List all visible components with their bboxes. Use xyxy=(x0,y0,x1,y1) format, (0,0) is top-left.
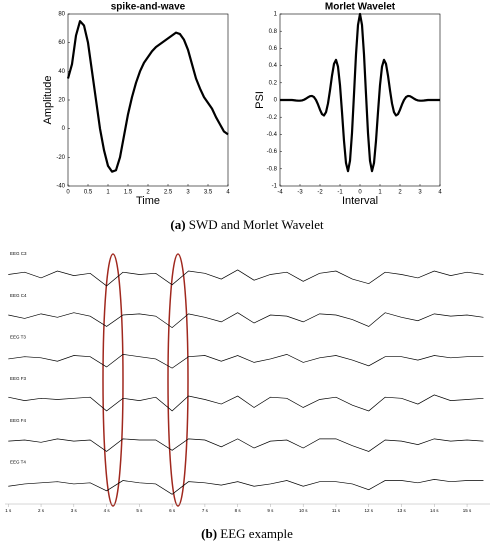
x-tick-label: 4 s xyxy=(104,508,111,513)
x-tick-label: 2.5 xyxy=(164,190,173,196)
y-tick-label: 0.4 xyxy=(269,63,278,69)
x-tick-label: 2 xyxy=(398,190,402,196)
y-tick-label: -0.8 xyxy=(267,166,278,172)
x-tick-label: 10 s xyxy=(299,508,308,513)
caption-label: (b) xyxy=(201,526,217,541)
channel-label: EEG F3 xyxy=(10,376,27,381)
x-tick-label: 2 xyxy=(146,190,150,196)
eeg-trace xyxy=(8,312,484,329)
y-tick-label: 0.2 xyxy=(269,80,278,86)
y-tick-label: 20 xyxy=(58,98,65,104)
caption-b: (b) EEG example xyxy=(201,526,293,541)
caption-a: (a) SWD and Morlet Wavelet xyxy=(170,217,324,232)
eeg-trace xyxy=(8,353,484,369)
x-tick-label: 1 xyxy=(106,190,110,196)
y-tick-label: -20 xyxy=(56,155,65,161)
y-tick-label: -0.4 xyxy=(267,132,278,138)
x-axis-label: Interval xyxy=(342,195,378,207)
y-axis-label: Amplitude xyxy=(42,76,54,125)
chart-title: Morlet Wavelet xyxy=(325,2,396,13)
y-tick-label: 1 xyxy=(274,12,278,18)
x-tick-label: -2 xyxy=(317,190,323,196)
y-tick-label: 0.6 xyxy=(269,46,278,52)
plot-frame xyxy=(67,13,229,187)
x-tick-label: 12 s xyxy=(364,508,373,513)
x-tick-label: -3 xyxy=(297,190,303,196)
y-axis-label: PSI xyxy=(254,91,266,109)
x-tick-label: 14 s xyxy=(430,508,439,513)
x-tick-label: 0 xyxy=(66,190,70,196)
x-tick-label: 4 xyxy=(226,190,230,196)
highlight-ellipse xyxy=(102,253,124,507)
x-tick-label: 15 s xyxy=(463,508,472,513)
y-tick-label: 0 xyxy=(274,98,278,104)
y-tick-label: -40 xyxy=(56,184,65,190)
line xyxy=(280,12,440,173)
x-tick-label: 0.5 xyxy=(84,190,93,196)
eeg-trace xyxy=(8,479,484,495)
caption-label: (a) xyxy=(170,217,185,232)
y-tick-label: 0.8 xyxy=(269,29,278,35)
eeg-trace xyxy=(8,438,484,452)
x-tick-label: 3 s xyxy=(71,508,78,513)
x-tick-label: 2 s xyxy=(38,508,45,513)
y-tick-label: 60 xyxy=(58,40,65,46)
channel-label: EEG C4 xyxy=(10,293,27,298)
x-tick-label: -4 xyxy=(277,190,283,196)
x-tick-label: 3 xyxy=(186,190,190,196)
y-tick-label: -1 xyxy=(272,184,278,190)
channel-label: EEG F4 xyxy=(10,418,27,423)
y-tick-label: 80 xyxy=(58,12,65,18)
x-tick-label: 1 s xyxy=(5,508,12,513)
highlight-ellipse xyxy=(167,253,189,507)
x-tick-label: 3.5 xyxy=(204,190,213,196)
x-tick-label: 3 xyxy=(418,190,422,196)
x-axis-label: Time xyxy=(136,195,160,207)
chart-title: spike-and-wave xyxy=(111,2,186,13)
x-tick-label: 9 s xyxy=(267,508,274,513)
eeg-trace xyxy=(8,269,484,287)
x-tick-label: 5 s xyxy=(136,508,143,513)
x-tick-label: 11 s xyxy=(332,508,341,513)
x-tick-label: 6 s xyxy=(169,508,176,513)
y-tick-label: 40 xyxy=(58,69,65,75)
caption-text: EEG example xyxy=(220,526,293,541)
channel-label: EEG T3 xyxy=(10,335,26,340)
x-tick-label: 13 s xyxy=(397,508,406,513)
line xyxy=(66,20,229,173)
caption-text: SWD and Morlet Wavelet xyxy=(189,217,324,232)
x-tick-label: 4 xyxy=(438,190,442,196)
channel-label: EEG T4 xyxy=(10,460,26,465)
x-tick-label: 1 xyxy=(378,190,382,196)
eeg-trace xyxy=(8,394,484,412)
y-tick-label: 0 xyxy=(62,126,66,132)
x-tick-label: -1 xyxy=(337,190,343,196)
y-tick-label: -0.2 xyxy=(267,115,278,121)
x-tick-label: 0 xyxy=(358,190,362,196)
x-tick-label: 7 s xyxy=(202,508,209,513)
x-tick-label: 8 s xyxy=(235,508,242,513)
channel-label: EEG C3 xyxy=(10,251,27,256)
x-tick-label: 1.5 xyxy=(124,190,133,196)
y-tick-label: -0.6 xyxy=(267,149,278,155)
